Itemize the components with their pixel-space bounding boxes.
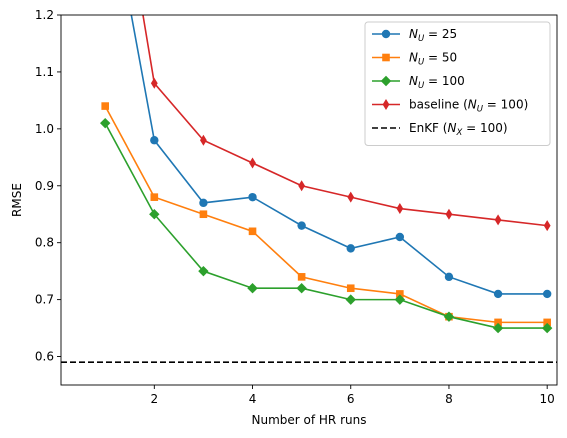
- legend-marker-2: [380, 75, 392, 87]
- series-3-point-7: [445, 208, 453, 220]
- y-tick-label-5: 1.1: [35, 65, 54, 79]
- x-tick-label-0: 2: [150, 392, 158, 406]
- series-1-point-8: [494, 318, 502, 327]
- series-2-point-1: [149, 209, 160, 220]
- series-2-point-3: [247, 283, 258, 294]
- legend-marker-3: [382, 99, 390, 110]
- series-2-point-0: [99, 117, 111, 129]
- legend-marker-0: [381, 29, 391, 39]
- series-0-point-2: [199, 198, 208, 208]
- series-3-point-2: [200, 134, 207, 146]
- series-1-point-5: [346, 284, 355, 293]
- series-2-point-6: [394, 294, 406, 305]
- legend: NU = 25 NU = 50 NU = 100 baseline (NU = 100…: [364, 21, 551, 146]
- series-0-point-3: [248, 192, 257, 202]
- legend-label-3: baseline (NU = 100): [409, 98, 528, 115]
- series-1-point-0: [101, 102, 109, 110]
- x-tick-label-2: 6: [347, 392, 355, 406]
- series-line-0: [130, 15, 548, 295]
- legend-marker-1: [382, 53, 390, 62]
- series-0-point-4: [297, 221, 306, 230]
- y-tick-label-1: 0.7: [35, 293, 54, 307]
- series-3-point-6: [396, 203, 404, 215]
- series-0-point-7: [444, 272, 454, 282]
- series-1-point-2: [199, 210, 208, 219]
- x-tick-label-1: 4: [249, 392, 257, 406]
- series-2-point-2: [198, 265, 209, 277]
- y-axis-label: RMSE: [10, 183, 24, 217]
- series-line-1: [104, 105, 548, 324]
- series-1-point-6: [396, 290, 404, 298]
- y-tick-label-2: 0.8: [35, 236, 54, 250]
- series-line-3: [142, 15, 548, 227]
- x-axis-label: Number of HR runs: [252, 413, 367, 427]
- series-1-point-9: [543, 318, 551, 327]
- y-tick-label-6: 1.2: [35, 8, 54, 22]
- legend-label-0: NU = 25: [409, 27, 457, 44]
- legend-label-reference: EnKF (NX = 100): [409, 121, 508, 138]
- series-3-point-4: [298, 180, 306, 192]
- series-0-point-5: [346, 244, 355, 253]
- y-tick-label-0: 0.6: [35, 350, 54, 364]
- x-tick-label-3: 8: [445, 392, 453, 406]
- series-3-point-8: [494, 214, 502, 226]
- series-0-point-1: [150, 136, 159, 145]
- series-0-point-6: [395, 232, 405, 242]
- series-2-point-8: [492, 322, 504, 334]
- legend-label-2: NU = 100: [409, 74, 465, 91]
- series-1-point-4: [297, 273, 306, 281]
- x-tick-label-4: 10: [540, 392, 555, 406]
- series-line-2: [104, 122, 548, 329]
- series-3-point-1: [150, 77, 158, 89]
- series-3-point-9: [543, 220, 551, 232]
- series-1-point-3: [248, 227, 257, 236]
- series-3-point-5: [347, 191, 355, 203]
- series-2-point-7: [443, 311, 455, 322]
- plot-frame: [60, 14, 558, 386]
- legend-box: [364, 21, 551, 146]
- series-2-point-5: [345, 294, 356, 305]
- plot-series-group: [61, 15, 557, 364]
- plot-area: [60, 14, 558, 386]
- y-tick-label-4: 1.0: [35, 122, 54, 136]
- series-1-point-1: [150, 193, 159, 201]
- series-0-point-9: [542, 289, 552, 299]
- series-0-point-8: [493, 289, 503, 299]
- series-2-point-4: [296, 283, 307, 294]
- y-tick-label-3: 0.9: [35, 179, 54, 193]
- series-2-point-9: [541, 322, 553, 334]
- x-axis: 2 4 6 8 10: [150, 385, 555, 406]
- y-axis: 0.6 0.7 0.8 0.9 1.0 1.1 1.2: [35, 8, 61, 364]
- legend-label-1: NU = 50: [409, 51, 457, 68]
- series-3-point-3: [249, 157, 256, 169]
